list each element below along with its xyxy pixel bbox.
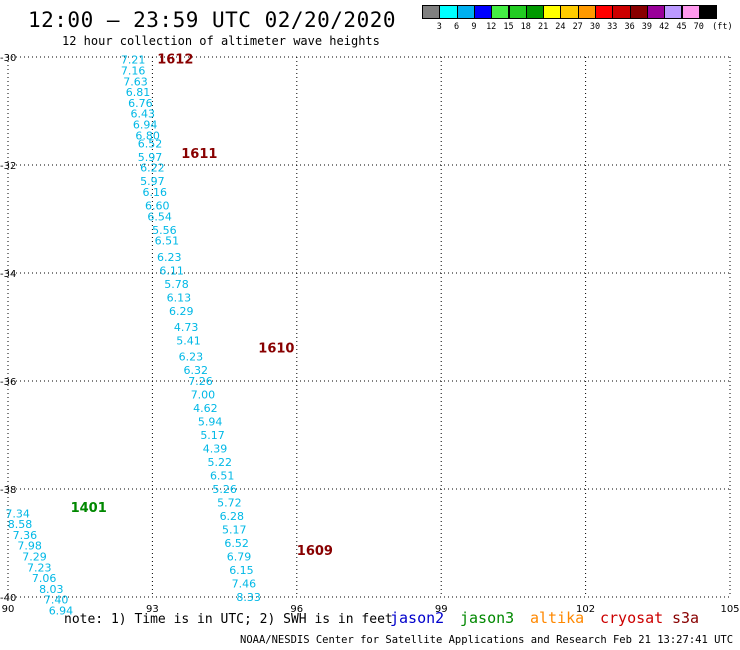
page-title: 12:00 – 23:59 UTC 02/20/2020 (28, 8, 397, 32)
swh-label: 6.13 (167, 291, 192, 304)
legend-label: 39 (641, 22, 653, 32)
swh-label: 6.11 (159, 264, 184, 277)
swh-label: 6.51 (210, 470, 235, 483)
swh-label: 5.72 (217, 497, 242, 510)
y-tick-label: -36 (0, 377, 16, 388)
swh-label: 5.17 (200, 429, 225, 442)
x-tick-label: 105 (720, 604, 739, 615)
swh-label: 5.22 (208, 456, 233, 469)
satellite-s3a: s3a (672, 609, 700, 627)
swh-label: 6.76 (128, 97, 153, 110)
swh-label: 7.21 (121, 54, 146, 67)
swh-label: 6.15 (229, 564, 254, 577)
legend-label: 18 (520, 22, 531, 32)
swh-label: 6.54 (147, 210, 172, 223)
swh-label: 7.29 (22, 551, 47, 564)
swh-label: 6.51 (155, 235, 180, 248)
legend-label: 30 (589, 22, 601, 32)
y-tick-label: -30 (0, 53, 16, 64)
legend-unit: (ft) (712, 22, 733, 32)
swh-label: 7.06 (32, 572, 57, 585)
pass-time-label: 1609 (297, 544, 333, 559)
swh-label: 6.23 (157, 251, 182, 264)
y-tick-label: -34 (0, 269, 16, 280)
legend-label: 36 (624, 22, 635, 32)
swh-label: 6.52 (224, 537, 249, 550)
swh-label: 6.43 (131, 108, 156, 121)
legend-label: 6 (454, 22, 460, 32)
swh-label: 5.41 (176, 335, 201, 348)
y-tick-label: -38 (0, 485, 16, 496)
note-text: note: 1) Time is in UTC; 2) SWH is in fe… (64, 612, 393, 627)
swh-label: 7.00 (191, 389, 216, 402)
x-tick-label: 90 (2, 604, 15, 615)
legend-label: 33 (607, 22, 618, 32)
swh-label: 7.36 (13, 529, 38, 542)
legend-swatch (698, 5, 718, 19)
swh-label: 5.26 (212, 483, 237, 496)
legend-label: 15 (503, 22, 514, 32)
swh-label: 7.63 (123, 75, 148, 88)
legend-label: 12 (486, 22, 497, 32)
swh-label: 7.26 (188, 375, 213, 388)
y-tick-label: -32 (0, 161, 16, 172)
pass-time-label: 1612 (157, 53, 193, 68)
page-subtitle: 12 hour collection of altimeter wave hei… (62, 34, 380, 48)
x-tick-label: 96 (290, 604, 303, 615)
pass-time-label: 1610 (258, 342, 294, 357)
swh-label: 6.22 (140, 162, 165, 175)
swh-label: 5.94 (198, 416, 223, 429)
swh-label: 6.32 (183, 364, 208, 377)
swh-label: 6.94 (133, 119, 158, 132)
swh-label: 5.78 (164, 278, 189, 291)
swh-label: 7.34 (5, 507, 30, 520)
legend-label: 45 (676, 22, 687, 32)
swh-label: 4.73 (174, 321, 199, 334)
swh-label: 6.29 (169, 305, 194, 318)
satellite-jason3: jason3 (460, 609, 515, 627)
swh-label: 6.94 (49, 605, 74, 618)
swh-label: 6.79 (227, 551, 252, 564)
swh-label: 6.16 (143, 186, 168, 199)
legend-label: 24 (555, 22, 566, 32)
legend-label: 21 (537, 22, 549, 32)
swh-label: 5.56 (152, 224, 177, 237)
swh-label: 4.62 (193, 402, 218, 415)
swh-label: 4.39 (203, 443, 228, 456)
swh-label: 7.40 (44, 594, 69, 607)
swh-label: 6.23 (179, 351, 204, 364)
swh-label: 8.03 (39, 583, 64, 596)
satellite-cryosat: cryosat (600, 609, 664, 627)
swh-label: 6.28 (220, 510, 245, 523)
x-tick-label: 102 (576, 604, 595, 615)
legend-label: 70 (693, 22, 704, 32)
pass-time-label: 1611 (181, 147, 217, 162)
pass-time-label: 1401 (71, 501, 107, 516)
swh-label: 5.97 (138, 151, 163, 164)
swh-label: 7.46 (232, 578, 257, 591)
legend-label: 42 (659, 22, 670, 32)
swh-label: 6.60 (145, 200, 170, 213)
x-tick-label: 93 (146, 604, 159, 615)
swh-label: 7.98 (17, 540, 42, 553)
legend-label: 3 (436, 22, 442, 32)
legend-label: 27 (572, 22, 583, 32)
swh-label: 7.16 (121, 65, 146, 78)
swh-label: 7.23 (27, 561, 52, 574)
credit-text: NOAA/NESDIS Center for Satellite Applica… (240, 634, 740, 646)
swh-label: 8.33 (236, 591, 261, 604)
y-tick-label: -40 (0, 593, 16, 604)
swh-label: 5.17 (222, 524, 247, 537)
satellite-altika: altika (530, 609, 585, 627)
swh-label: 8.58 (8, 518, 33, 531)
swh-label: 6.80 (135, 129, 160, 142)
swh-label: 6.81 (126, 86, 151, 99)
swh-label: 5.97 (140, 175, 165, 188)
satellite-jason2: jason2 (390, 609, 445, 627)
swh-label: 6.52 (138, 137, 163, 150)
legend-label: 9 (471, 22, 477, 32)
x-tick-label: 99 (435, 604, 448, 615)
